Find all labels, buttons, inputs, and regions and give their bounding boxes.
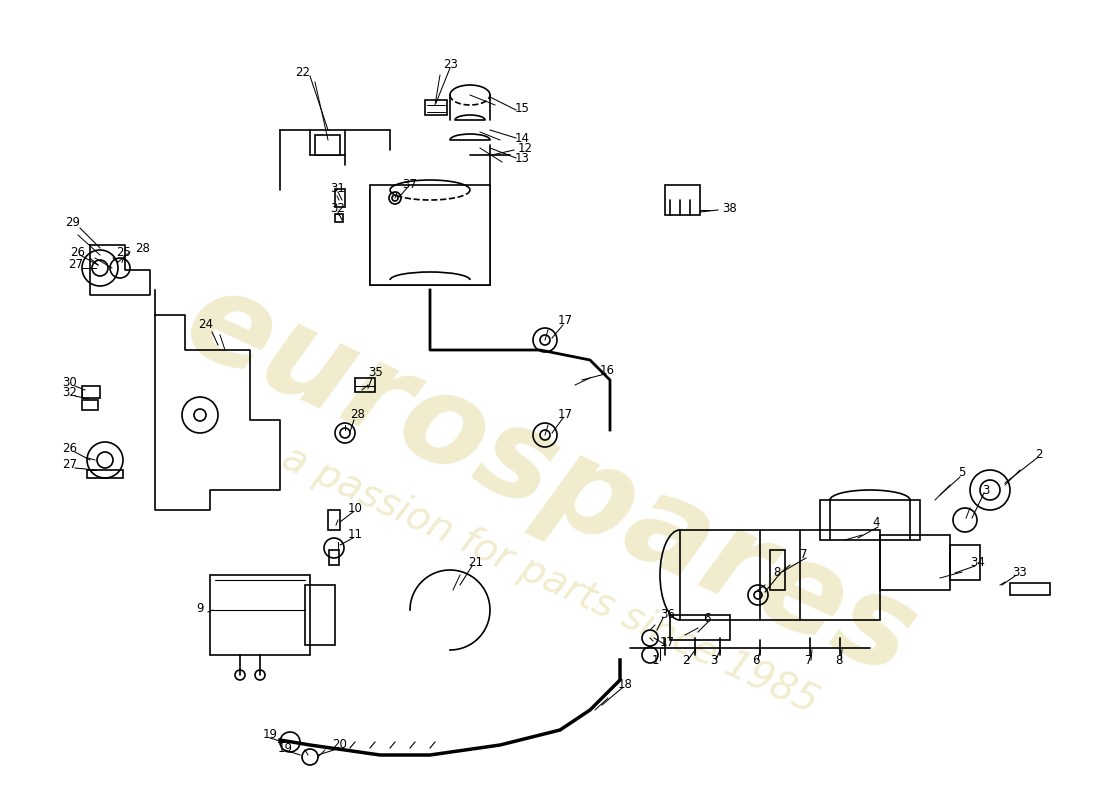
Bar: [680, 530, 880, 620]
Text: 27: 27: [68, 258, 82, 271]
Text: 36: 36: [660, 609, 675, 622]
Text: 18: 18: [618, 678, 632, 691]
Text: 17: 17: [558, 314, 573, 326]
Text: 25: 25: [116, 246, 131, 258]
Text: 19: 19: [278, 742, 293, 754]
Text: 32: 32: [330, 202, 345, 214]
Text: 28: 28: [350, 409, 365, 422]
Text: 26: 26: [70, 246, 85, 258]
Text: 6: 6: [752, 654, 759, 666]
Text: 24: 24: [198, 318, 213, 331]
Bar: [666, 185, 700, 215]
Text: 8: 8: [835, 654, 843, 666]
Text: 38: 38: [722, 202, 737, 214]
Bar: [328, 510, 340, 530]
Text: 8: 8: [773, 566, 780, 578]
Text: 27: 27: [62, 458, 77, 471]
Bar: [370, 185, 490, 285]
Text: 1: 1: [652, 654, 660, 666]
Text: 22: 22: [295, 66, 310, 79]
Text: 9: 9: [196, 602, 204, 614]
Text: 12: 12: [518, 142, 534, 154]
Text: 3: 3: [982, 483, 989, 497]
Bar: [82, 400, 98, 410]
Text: 2: 2: [1035, 449, 1043, 462]
Bar: [315, 135, 340, 155]
Text: 16: 16: [600, 363, 615, 377]
Bar: [336, 189, 345, 207]
Text: 30: 30: [62, 377, 77, 390]
Bar: [210, 575, 310, 655]
Text: 2: 2: [682, 654, 690, 666]
Text: 35: 35: [368, 366, 383, 379]
Bar: [820, 500, 920, 540]
Bar: [329, 550, 339, 565]
Text: eurospares: eurospares: [166, 258, 934, 702]
Text: 17: 17: [660, 637, 675, 650]
Bar: [770, 550, 785, 590]
Text: 5: 5: [958, 466, 966, 479]
Bar: [880, 535, 950, 590]
Text: 7: 7: [805, 654, 813, 666]
Text: 28: 28: [135, 242, 150, 254]
Bar: [336, 214, 343, 222]
Text: 19: 19: [263, 729, 278, 742]
Bar: [82, 386, 100, 398]
Text: 3: 3: [710, 654, 717, 666]
Text: a passion for parts since 1985: a passion for parts since 1985: [276, 438, 824, 722]
Text: 10: 10: [348, 502, 363, 514]
Text: 32: 32: [62, 386, 77, 399]
Text: 7: 7: [800, 549, 807, 562]
Text: 34: 34: [970, 557, 985, 570]
Bar: [425, 100, 447, 115]
Bar: [355, 378, 375, 392]
Text: 15: 15: [515, 102, 530, 114]
Text: 13: 13: [515, 151, 530, 165]
Text: 33: 33: [1012, 566, 1026, 579]
Text: 6: 6: [703, 611, 711, 625]
Text: 31: 31: [330, 182, 345, 194]
Text: 37: 37: [402, 178, 417, 191]
Bar: [670, 615, 730, 640]
Text: 29: 29: [65, 215, 80, 229]
Text: 21: 21: [468, 555, 483, 569]
Text: 4: 4: [872, 517, 880, 530]
Text: 11: 11: [348, 529, 363, 542]
Text: 17: 17: [558, 409, 573, 422]
Text: 14: 14: [515, 131, 530, 145]
Text: 26: 26: [62, 442, 77, 454]
Bar: [950, 545, 980, 580]
Bar: [87, 470, 123, 478]
Text: 23: 23: [443, 58, 458, 71]
Text: 20: 20: [332, 738, 346, 751]
Bar: [1010, 583, 1050, 595]
